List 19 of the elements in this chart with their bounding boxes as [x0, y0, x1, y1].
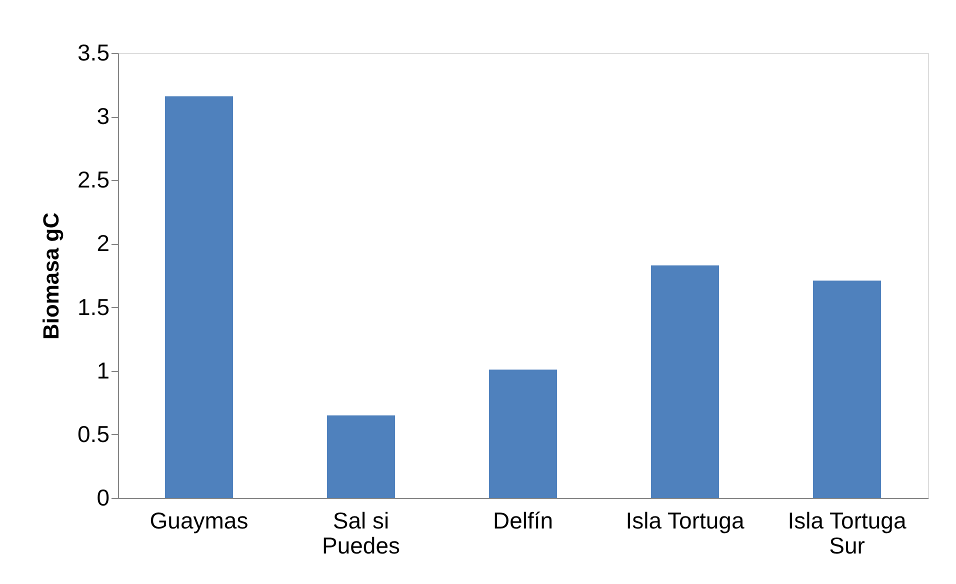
y-tick-label: 1	[96, 357, 110, 384]
bar	[327, 415, 395, 498]
bar	[165, 96, 233, 498]
x-tick-label: Delfín	[492, 508, 554, 534]
bar	[489, 370, 557, 498]
y-tick-label: 2	[96, 230, 110, 256]
y-axis-title: Biomasa gC	[38, 212, 64, 340]
y-tick-label: 0	[96, 484, 110, 510]
x-tick-label: Isla Tortuga	[626, 508, 744, 534]
y-tick-label: 3.5	[78, 40, 110, 66]
x-tick-label: Isla Tortuga Sur	[788, 508, 906, 558]
y-tick-label: 2.5	[78, 166, 110, 193]
y-tick-label: 0.5	[78, 420, 110, 447]
bar	[651, 265, 719, 498]
x-tick-label: Guaymas	[150, 508, 248, 534]
bar	[813, 280, 881, 498]
x-tick-label: Sal si Puedes	[322, 508, 400, 558]
y-tick-label: 1.5	[78, 294, 110, 320]
y-tick-label: 3	[96, 103, 110, 130]
